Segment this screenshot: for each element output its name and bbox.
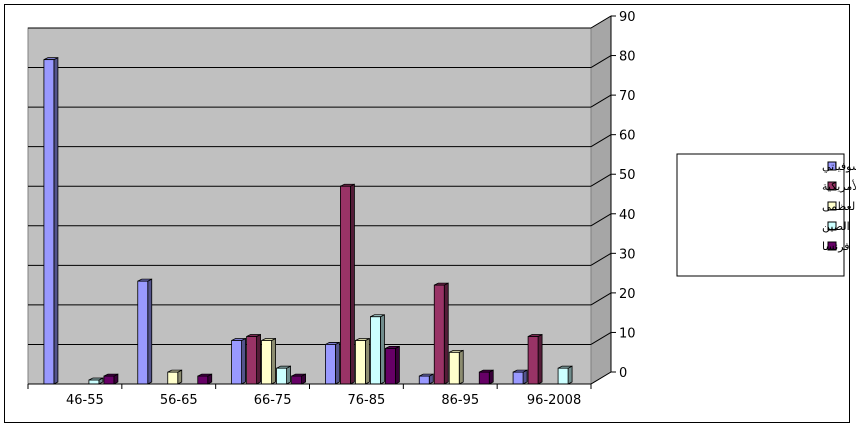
legend-item: الصين (822, 220, 850, 233)
bar (418, 373, 434, 385)
bar (385, 345, 400, 385)
bar (433, 282, 449, 385)
y-tick-label: 40 (619, 208, 636, 223)
gridline-depth (590, 213, 612, 227)
y-tick-label: 30 (619, 247, 636, 262)
y-tick-label: 0 (619, 366, 627, 381)
legend-swatch (827, 181, 837, 191)
y-tick-label: 90 (619, 10, 636, 25)
legend-label: الاتحاد السوفياتي (822, 160, 856, 173)
bar (325, 341, 340, 385)
plot-back-wall (27, 27, 592, 385)
bar (340, 183, 355, 385)
bar (88, 377, 104, 385)
plot-wall (27, 15, 612, 385)
legend-item: الاتحاد السوفياتي (822, 160, 856, 173)
legend-label: الولايات المتحدة الأمريكية (822, 179, 856, 193)
legend-swatch (827, 221, 837, 231)
bar (231, 337, 246, 385)
legend-label: بريطانيا العظمى (822, 200, 856, 213)
bar (291, 373, 306, 385)
gridline-depth (590, 332, 612, 345)
bar (276, 365, 291, 385)
gridline-depth (590, 292, 612, 306)
bar (261, 337, 276, 385)
x-tick-label: 46-55 (66, 393, 104, 408)
bar (197, 373, 213, 385)
y-tick-label: 10 (619, 326, 636, 341)
legend-item: بريطانيا العظمى (822, 200, 856, 213)
bar (43, 56, 59, 385)
gridline-depth (590, 94, 612, 108)
y-tick-label: 60 (619, 129, 636, 144)
bar (246, 333, 261, 385)
gridline-depth (590, 173, 612, 187)
axes: 0 10 20 30 40 50 60 70 80 90 46-55 56-65 66-75 76-85 8… (27, 10, 636, 408)
legend-label: الصين (822, 220, 850, 233)
legend-swatch (827, 241, 837, 251)
legend-box (676, 153, 845, 277)
gridline-depth (590, 134, 612, 148)
bar (355, 337, 370, 385)
bar (478, 369, 494, 385)
legend-swatch (827, 201, 837, 211)
y-tick-label: 70 (619, 89, 636, 104)
bar (167, 369, 183, 385)
x-tick-label: 76-85 (348, 393, 386, 408)
legend-item: فرنسا (822, 240, 850, 253)
bar (448, 349, 464, 385)
plot-side-wall (590, 15, 612, 385)
legend-label: فرنسا (822, 240, 850, 253)
bar (370, 314, 385, 385)
y-tick-label: 20 (619, 287, 636, 302)
gridline-depth (590, 55, 612, 68)
gridline-depth (590, 252, 612, 266)
x-tick-label: 96-2008 (527, 393, 581, 408)
legend-item: الولايات المتحدة الأمريكية (822, 179, 856, 193)
gridline-depth (590, 15, 612, 29)
bar (103, 373, 119, 385)
gridline-depth (590, 371, 612, 385)
x-tick-label: 66-75 (254, 393, 292, 408)
x-tick-label: 56-65 (160, 393, 198, 408)
y-tick-label: 50 (619, 168, 636, 183)
bar (527, 333, 543, 385)
bar (557, 365, 573, 385)
legend-swatch (827, 161, 837, 171)
bar (512, 369, 528, 385)
bar (137, 278, 153, 385)
legend: الاتحاد السوفياتي الولايات المتحدة الأمري… (676, 153, 856, 277)
y-tick-label: 80 (619, 50, 636, 65)
x-tick-label: 86-95 (441, 393, 479, 408)
bars (43, 56, 573, 385)
